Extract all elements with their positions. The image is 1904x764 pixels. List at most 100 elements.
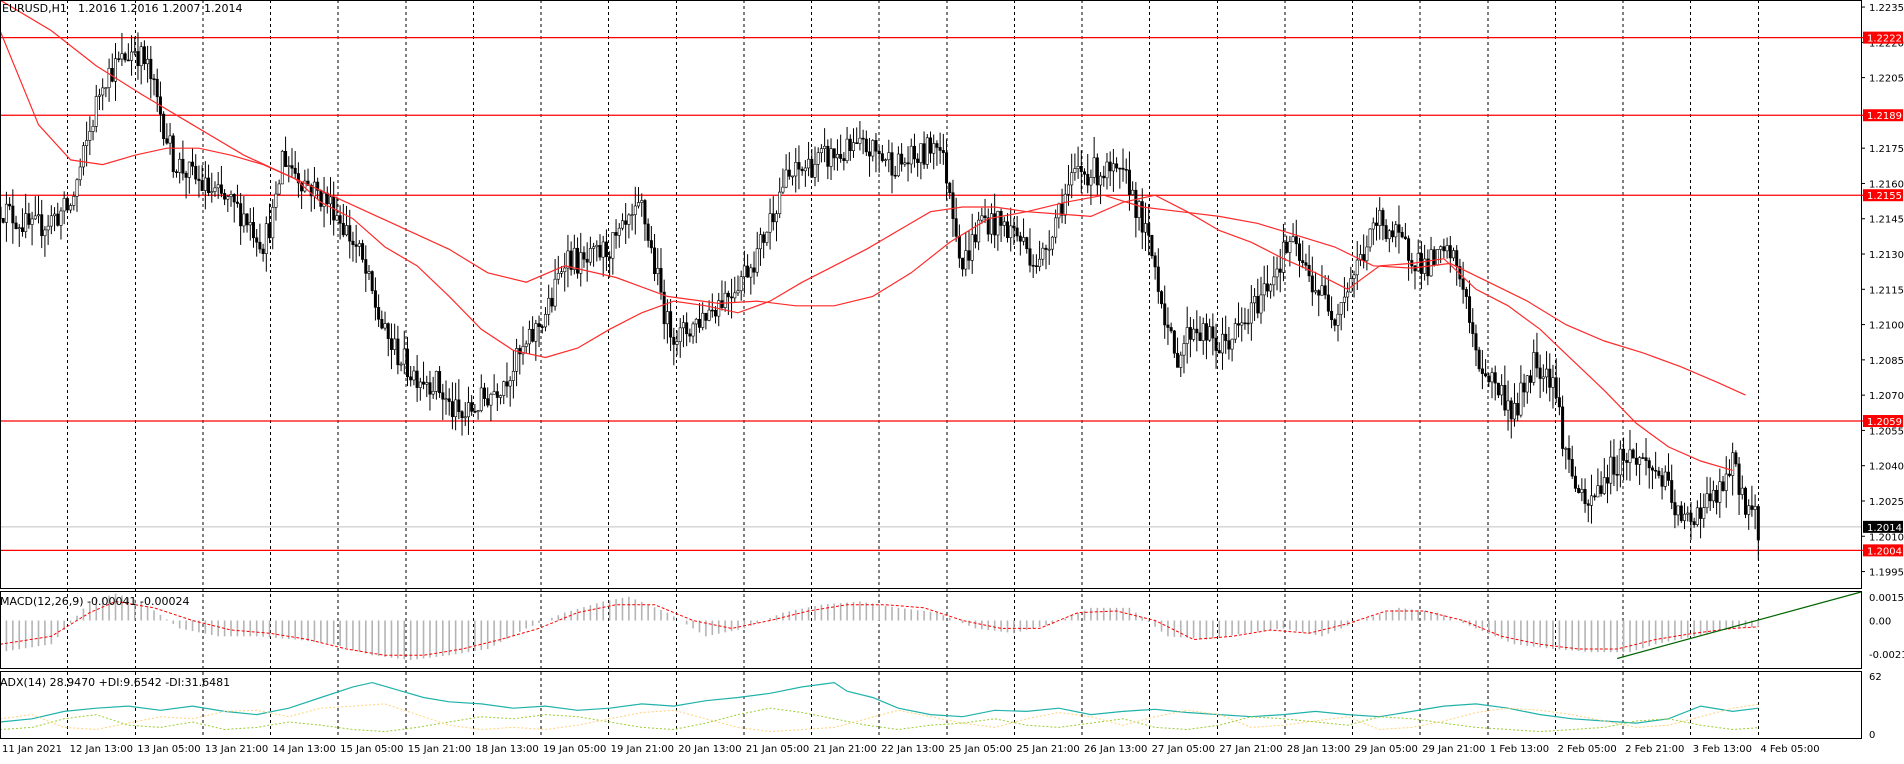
candle-body[interactable] — [839, 153, 843, 159]
candle-body[interactable] — [370, 271, 374, 291]
candle-body[interactable] — [739, 276, 743, 292]
candle-body[interactable] — [1699, 507, 1703, 519]
candle-body[interactable] — [232, 194, 236, 203]
candle-body[interactable] — [1172, 330, 1176, 354]
candle-body[interactable] — [428, 382, 432, 395]
candle-body[interactable] — [1596, 485, 1600, 498]
candle-body[interactable] — [829, 148, 833, 167]
candle-body[interactable] — [165, 138, 169, 144]
candle-body[interactable] — [149, 58, 153, 80]
candle-body[interactable] — [1525, 375, 1529, 393]
candle-body[interactable] — [316, 181, 320, 191]
candle-body[interactable] — [1198, 332, 1202, 341]
candle-body[interactable] — [235, 201, 239, 204]
candle-body[interactable] — [454, 399, 458, 417]
candle-body[interactable] — [69, 205, 73, 211]
candle-body[interactable] — [749, 267, 753, 278]
candle-body[interactable] — [688, 333, 692, 337]
candle-body[interactable] — [59, 210, 63, 226]
candle-body[interactable] — [338, 215, 342, 224]
candle-body[interactable] — [1121, 167, 1125, 170]
candle-body[interactable] — [1237, 323, 1241, 326]
candle-body[interactable] — [492, 391, 496, 395]
candle-body[interactable] — [1439, 246, 1443, 250]
candle-body[interactable] — [1227, 340, 1231, 350]
candle-body[interactable] — [890, 152, 894, 176]
candle-body[interactable] — [78, 166, 82, 181]
candle-body[interactable] — [1323, 285, 1327, 296]
candle-body[interactable] — [1330, 310, 1334, 321]
candle-body[interactable] — [1217, 350, 1221, 354]
candle-body[interactable] — [1192, 328, 1196, 340]
candle-body[interactable] — [643, 200, 647, 225]
candle-body[interactable] — [1721, 481, 1725, 491]
candle-body[interactable] — [720, 300, 724, 308]
candle-body[interactable] — [75, 179, 79, 197]
candle-body[interactable] — [1285, 241, 1289, 253]
candle-body[interactable] — [534, 323, 538, 342]
adx-main-line[interactable] — [0, 681, 1759, 724]
candle-body[interactable] — [1153, 255, 1157, 268]
candle-body[interactable] — [1628, 449, 1632, 463]
candle-body[interactable] — [1397, 224, 1401, 233]
candle-body[interactable] — [762, 234, 766, 243]
candle-body[interactable] — [1644, 457, 1648, 461]
candle-body[interactable] — [733, 292, 737, 299]
candle-body[interactable] — [296, 173, 300, 184]
candle-body[interactable] — [935, 143, 939, 148]
candle-body[interactable] — [335, 215, 339, 221]
candle-body[interactable] — [207, 177, 211, 194]
candle-body[interactable] — [43, 229, 47, 237]
candle-body[interactable] — [1564, 448, 1568, 450]
candle-body[interactable] — [1333, 319, 1337, 326]
candle-body[interactable] — [1461, 278, 1465, 290]
candle-body[interactable] — [1512, 402, 1516, 420]
candle-body[interactable] — [560, 271, 564, 274]
candle-body[interactable] — [858, 137, 862, 144]
candle-body[interactable] — [665, 311, 669, 325]
candle-body[interactable] — [383, 323, 387, 329]
candle-body[interactable] — [261, 248, 265, 254]
candle-body[interactable] — [271, 207, 275, 239]
candle-body[interactable] — [280, 150, 284, 185]
candle-body[interactable] — [986, 217, 990, 235]
candle-body[interactable] — [1567, 448, 1571, 460]
candle-body[interactable] — [1002, 221, 1006, 226]
candle-body[interactable] — [8, 203, 12, 207]
candle-body[interactable] — [486, 398, 490, 406]
candle-body[interactable] — [1650, 467, 1654, 471]
candle-body[interactable] — [771, 213, 775, 223]
candle-body[interactable] — [1262, 283, 1266, 296]
candle-body[interactable] — [1105, 161, 1109, 179]
candle-body[interactable] — [527, 328, 531, 345]
candle-body[interactable] — [1686, 512, 1690, 515]
candle-body[interactable] — [1083, 171, 1087, 175]
candle-body[interactable] — [1535, 352, 1539, 369]
candle-body[interactable] — [300, 182, 304, 192]
candle-body[interactable] — [1548, 368, 1552, 388]
candle-body[interactable] — [1278, 268, 1282, 273]
candle-body[interactable] — [351, 240, 355, 245]
candle-body[interactable] — [524, 343, 528, 347]
candle-body[interactable] — [694, 318, 698, 325]
candle-body[interactable] — [726, 292, 730, 298]
candle-body[interactable] — [710, 309, 714, 312]
candle-body[interactable] — [1269, 284, 1273, 292]
candle-body[interactable] — [223, 193, 227, 200]
candle-body[interactable] — [1580, 489, 1584, 493]
candle-body[interactable] — [94, 96, 98, 127]
candle-body[interactable] — [784, 169, 788, 188]
candle-body[interactable] — [489, 393, 493, 406]
candle-body[interactable] — [1089, 177, 1093, 186]
candle-body[interactable] — [49, 215, 53, 227]
candle-body[interactable] — [483, 387, 487, 399]
candle-body[interactable] — [123, 53, 127, 61]
candle-body[interactable] — [325, 192, 329, 205]
candle-body[interactable] — [697, 318, 701, 328]
candle-body[interactable] — [1740, 487, 1744, 495]
candle-body[interactable] — [1391, 230, 1395, 238]
candle-body[interactable] — [521, 346, 525, 355]
candle-body[interactable] — [579, 252, 583, 274]
candle-body[interactable] — [1394, 224, 1398, 238]
candle-body[interactable] — [758, 234, 762, 250]
